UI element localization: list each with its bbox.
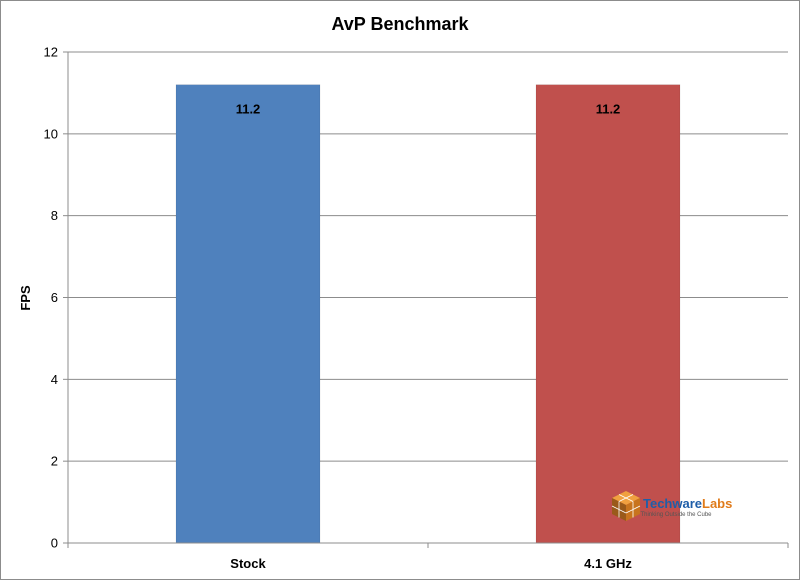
x-category-label: 4.1 GHz <box>584 556 632 571</box>
bar-data-label: 11.2 <box>236 102 261 117</box>
y-tick-label: 6 <box>51 290 58 305</box>
bar-2 <box>535 84 681 544</box>
y-axis-label: FPS <box>18 285 33 311</box>
axes <box>63 51 789 548</box>
cube-logo-icon <box>611 491 641 521</box>
bar-data-label: 11.2 <box>596 102 621 117</box>
x-category-label: Stock <box>230 556 266 571</box>
watermark-tagline: Thinking Outside the Cube <box>640 512 712 518</box>
y-tick-label: 10 <box>44 126 58 141</box>
bar-1 <box>175 84 321 544</box>
y-tick-label: 8 <box>51 208 58 223</box>
y-tick-label: 2 <box>51 454 58 469</box>
labels: 0 2 4 6 8 10 12 11.2 Stock 11.2 4.1 GHz <box>44 45 633 572</box>
chart-title: AvP Benchmark <box>331 14 469 34</box>
watermark-brand: TechwareLabs <box>643 496 732 511</box>
y-tick-label: 0 <box>51 536 58 551</box>
y-tick-label: 4 <box>51 372 58 387</box>
watermark: TechwareLabs Thinking Outside the Cube <box>611 491 732 521</box>
bars <box>175 84 681 544</box>
y-tick-label: 12 <box>44 45 58 60</box>
